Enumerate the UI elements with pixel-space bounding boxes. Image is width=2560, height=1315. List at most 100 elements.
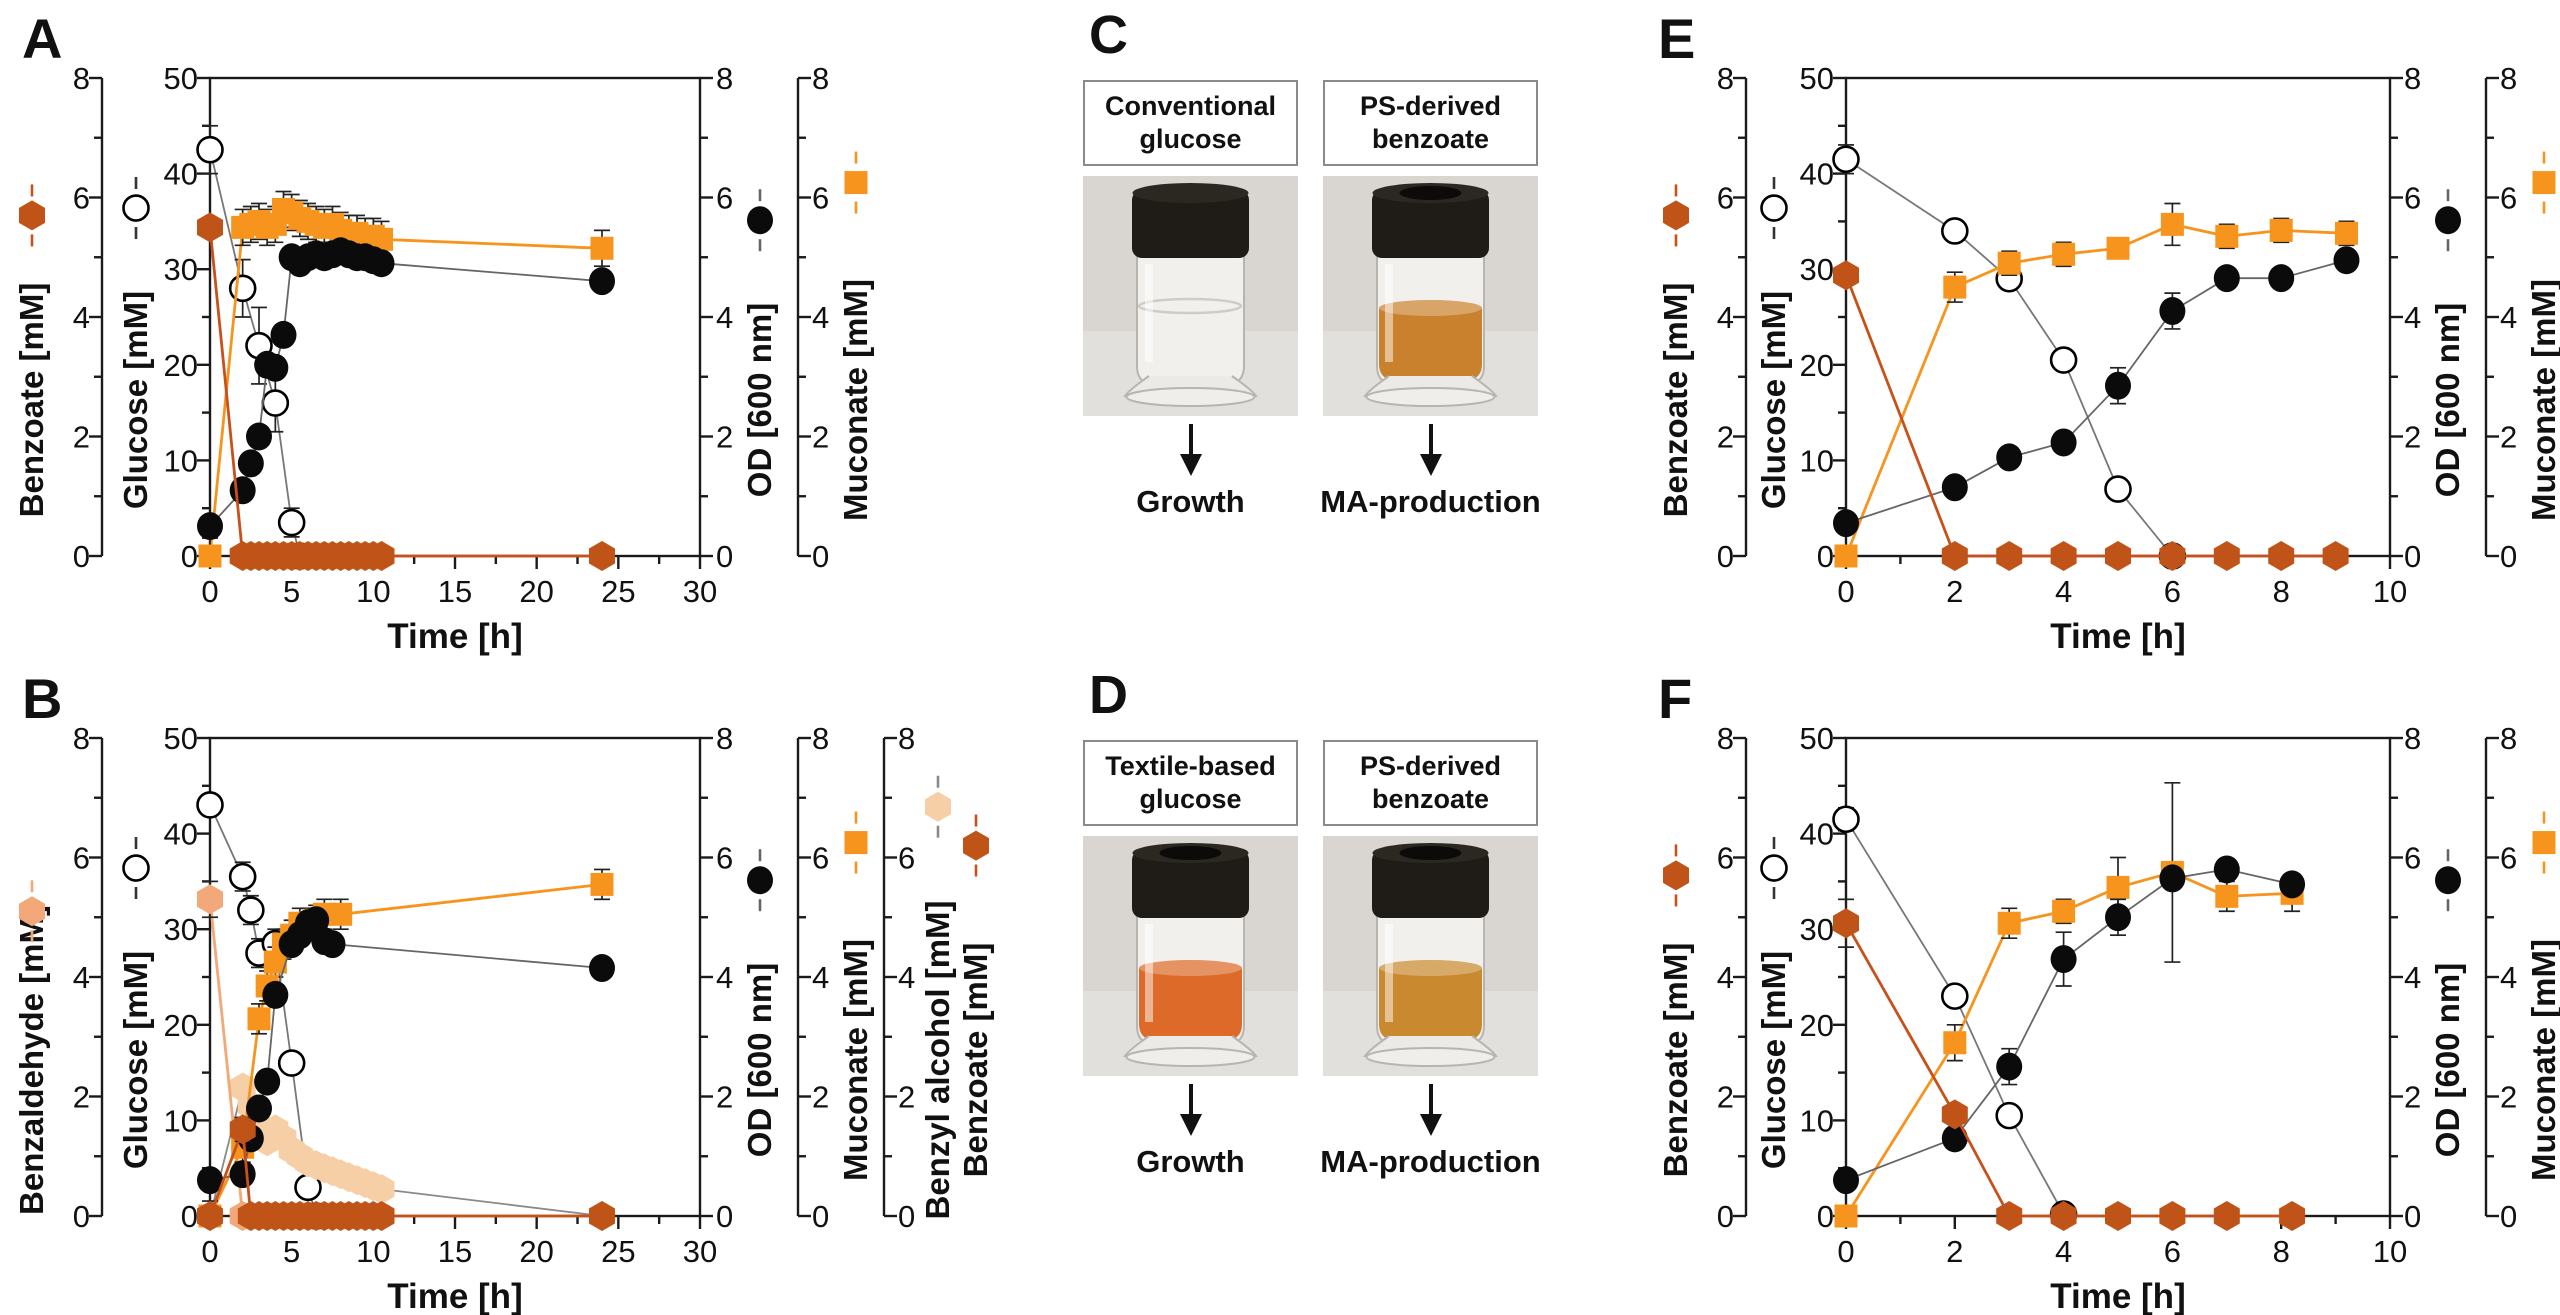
series-benzoate	[1833, 260, 2349, 571]
plot-frame	[1844, 736, 2392, 1218]
svg-text:30: 30	[1800, 252, 1834, 287]
svg-text:4: 4	[2055, 1234, 2072, 1269]
condition-label-box: Conventional glucose	[1083, 80, 1298, 166]
svg-text:4: 4	[2404, 960, 2421, 995]
svg-text:4: 4	[2055, 574, 2072, 609]
svg-text:6: 6	[812, 181, 829, 216]
svg-text:2: 2	[1717, 1080, 1734, 1115]
svg-text:0: 0	[812, 1199, 829, 1234]
svg-text:2: 2	[2404, 420, 2421, 455]
svg-text:Benzoate [mM]: Benzoate [mM]	[1657, 283, 1694, 518]
svg-text:OD [600 nm]: OD [600 nm]	[2429, 303, 2466, 497]
svg-text:0: 0	[73, 1199, 90, 1234]
svg-text:8: 8	[73, 61, 90, 96]
svg-text:Muconate [mM]: Muconate [mM]	[2525, 939, 2560, 1181]
svg-text:0: 0	[1837, 1234, 1854, 1269]
svg-text:0: 0	[201, 1234, 218, 1269]
svg-text:8: 8	[898, 721, 915, 756]
condition-label-box: PS-derived benzoate	[1323, 80, 1538, 166]
svg-text:4: 4	[2500, 960, 2517, 995]
svg-text:50: 50	[164, 61, 198, 96]
svg-text:2: 2	[1717, 420, 1734, 455]
svg-text:30: 30	[164, 252, 198, 287]
svg-text:8: 8	[2500, 721, 2517, 756]
axis-muconate: 0 2 4 6 8 Muconate [mM]	[2484, 721, 2560, 1234]
panel-D-column-glucose: Textile-based glucose Growth	[1083, 660, 1298, 1315]
svg-text:Benzoate [mM]: Benzoate [mM]	[13, 283, 50, 518]
svg-text:4: 4	[2500, 300, 2517, 335]
svg-text:4: 4	[716, 960, 733, 995]
panel-C: C Conventional glucose Growth PS-derived	[1075, 0, 1640, 655]
svg-text:2: 2	[898, 1080, 915, 1115]
svg-text:6: 6	[73, 181, 90, 216]
svg-text:4: 4	[73, 300, 90, 335]
svg-text:0: 0	[201, 574, 218, 609]
condition-label-line1: PS-derived	[1359, 751, 1502, 782]
series-od	[1833, 246, 2360, 538]
panel-letter: F	[1658, 667, 1692, 730]
svg-text:6: 6	[1717, 181, 1734, 216]
series-muconate	[198, 190, 614, 568]
svg-text:25: 25	[601, 1234, 635, 1269]
svg-text:Benzoate [mM]: Benzoate [mM]	[1657, 943, 1694, 1178]
svg-text:15: 15	[438, 574, 472, 609]
svg-text:40: 40	[164, 817, 198, 852]
svg-text:20: 20	[1800, 348, 1834, 383]
svg-text:8: 8	[2404, 721, 2421, 756]
svg-text:5: 5	[283, 1234, 300, 1269]
outcome-caption: MA-production	[1320, 484, 1541, 519]
svg-text:6: 6	[2404, 181, 2421, 216]
svg-text:4: 4	[1717, 960, 1734, 995]
svg-text:40: 40	[164, 157, 198, 192]
panel-D: D Textile-based glucose Growth	[1075, 660, 1640, 1315]
svg-text:20: 20	[1800, 1008, 1834, 1043]
svg-text:0: 0	[2500, 1199, 2517, 1234]
vial-photo	[1323, 836, 1538, 1076]
svg-text:6: 6	[73, 841, 90, 876]
svg-text:15: 15	[438, 1234, 472, 1269]
condition-label-line1: Textile-based	[1105, 751, 1276, 782]
svg-text:Muconate [mM]: Muconate [mM]	[837, 939, 874, 1181]
x-axis: 0 5 10 15 20 25 30 Time [h]	[201, 1216, 717, 1315]
panel-D-column-benzoate: PS-derived benzoate MA-production	[1320, 660, 1541, 1315]
svg-text:10: 10	[1800, 443, 1834, 478]
svg-text:0: 0	[1817, 1199, 1834, 1234]
svg-text:0: 0	[1717, 539, 1734, 574]
panel-letter: E	[1658, 7, 1695, 70]
condition-label-line2: benzoate	[1371, 124, 1490, 154]
panel-letter: D	[1089, 665, 1128, 725]
svg-text:Glucose [mM]: Glucose [mM]	[1755, 951, 1792, 1169]
panel-C-column-glucose: Conventional glucose Growth	[1083, 0, 1298, 655]
svg-text:Benzaldehyde [mM]: Benzaldehyde [mM]	[13, 905, 50, 1215]
axis-Benzaldehyde [mM]: 0 2 4 6 8 Benzaldehyde [mM]	[13, 721, 104, 1234]
svg-text:10: 10	[2373, 1234, 2407, 1269]
svg-text:Glucose [mM]: Glucose [mM]	[117, 291, 154, 509]
svg-text:2: 2	[73, 1080, 90, 1115]
svg-text:40: 40	[1800, 817, 1834, 852]
x-axis: 0 2 4 6 8 10 Time [h]	[1837, 556, 2407, 656]
svg-text:6: 6	[2404, 841, 2421, 876]
panel-letter: A	[22, 7, 62, 70]
svg-text:Glucose [mM]: Glucose [mM]	[1755, 291, 1792, 509]
axis-od: 0 2 4 6 8 OD [600 nm]	[700, 721, 778, 1234]
axis-muconate: 0 2 4 6 8 Muconate [mM]	[796, 721, 874, 1234]
svg-text:25: 25	[601, 574, 635, 609]
down-arrow-icon	[1419, 424, 1442, 476]
down-arrow-icon	[1179, 1084, 1202, 1136]
condition-label-box: Textile-based glucose	[1083, 740, 1298, 826]
svg-text:0: 0	[716, 539, 733, 574]
plot-frame	[208, 76, 702, 558]
svg-text:6: 6	[1717, 841, 1734, 876]
vial-photo-image	[1083, 836, 1298, 1076]
series-benzoate	[1833, 898, 2306, 1231]
svg-text:10: 10	[356, 1234, 390, 1269]
svg-text:20: 20	[519, 574, 553, 609]
svg-text:5: 5	[283, 574, 300, 609]
svg-text:Time [h]: Time [h]	[2050, 617, 2185, 656]
svg-text:30: 30	[164, 912, 198, 947]
